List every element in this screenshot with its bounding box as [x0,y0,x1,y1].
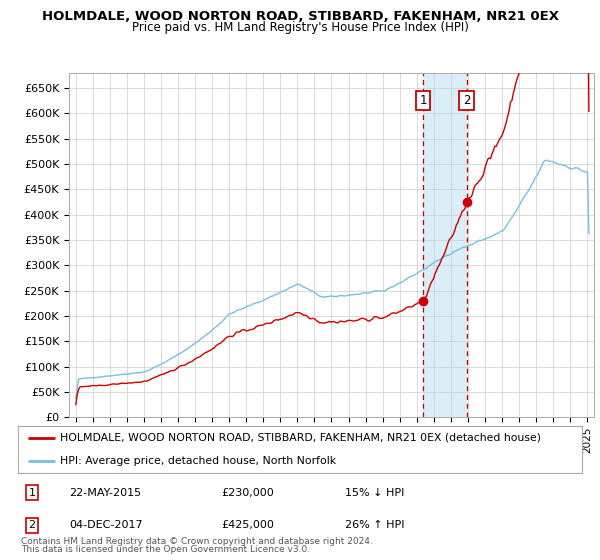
Text: HOLMDALE, WOOD NORTON ROAD, STIBBARD, FAKENHAM, NR21 0EX: HOLMDALE, WOOD NORTON ROAD, STIBBARD, FA… [41,10,559,23]
Text: 22-MAY-2015: 22-MAY-2015 [69,488,141,498]
Text: Price paid vs. HM Land Registry's House Price Index (HPI): Price paid vs. HM Land Registry's House … [131,21,469,34]
Text: HPI: Average price, detached house, North Norfolk: HPI: Average price, detached house, Nort… [60,456,337,466]
Text: Contains HM Land Registry data © Crown copyright and database right 2024.: Contains HM Land Registry data © Crown c… [21,537,373,546]
Text: £425,000: £425,000 [221,520,274,530]
Bar [423,73,466,417]
Text: HOLMDALE, WOOD NORTON ROAD, STIBBARD, FAKENHAM, NR21 0EX (detached house): HOLMDALE, WOOD NORTON ROAD, STIBBARD, FA… [60,432,541,442]
Text: 26% ↑ HPI: 26% ↑ HPI [345,520,404,530]
Text: 1: 1 [29,488,35,498]
Text: 15% ↓ HPI: 15% ↓ HPI [345,488,404,498]
Text: 2: 2 [463,94,470,107]
Text: 1: 1 [419,94,427,107]
Text: 2: 2 [29,520,35,530]
Text: 04-DEC-2017: 04-DEC-2017 [69,520,142,530]
Text: £230,000: £230,000 [221,488,274,498]
Text: This data is licensed under the Open Government Licence v3.0.: This data is licensed under the Open Gov… [21,545,310,554]
